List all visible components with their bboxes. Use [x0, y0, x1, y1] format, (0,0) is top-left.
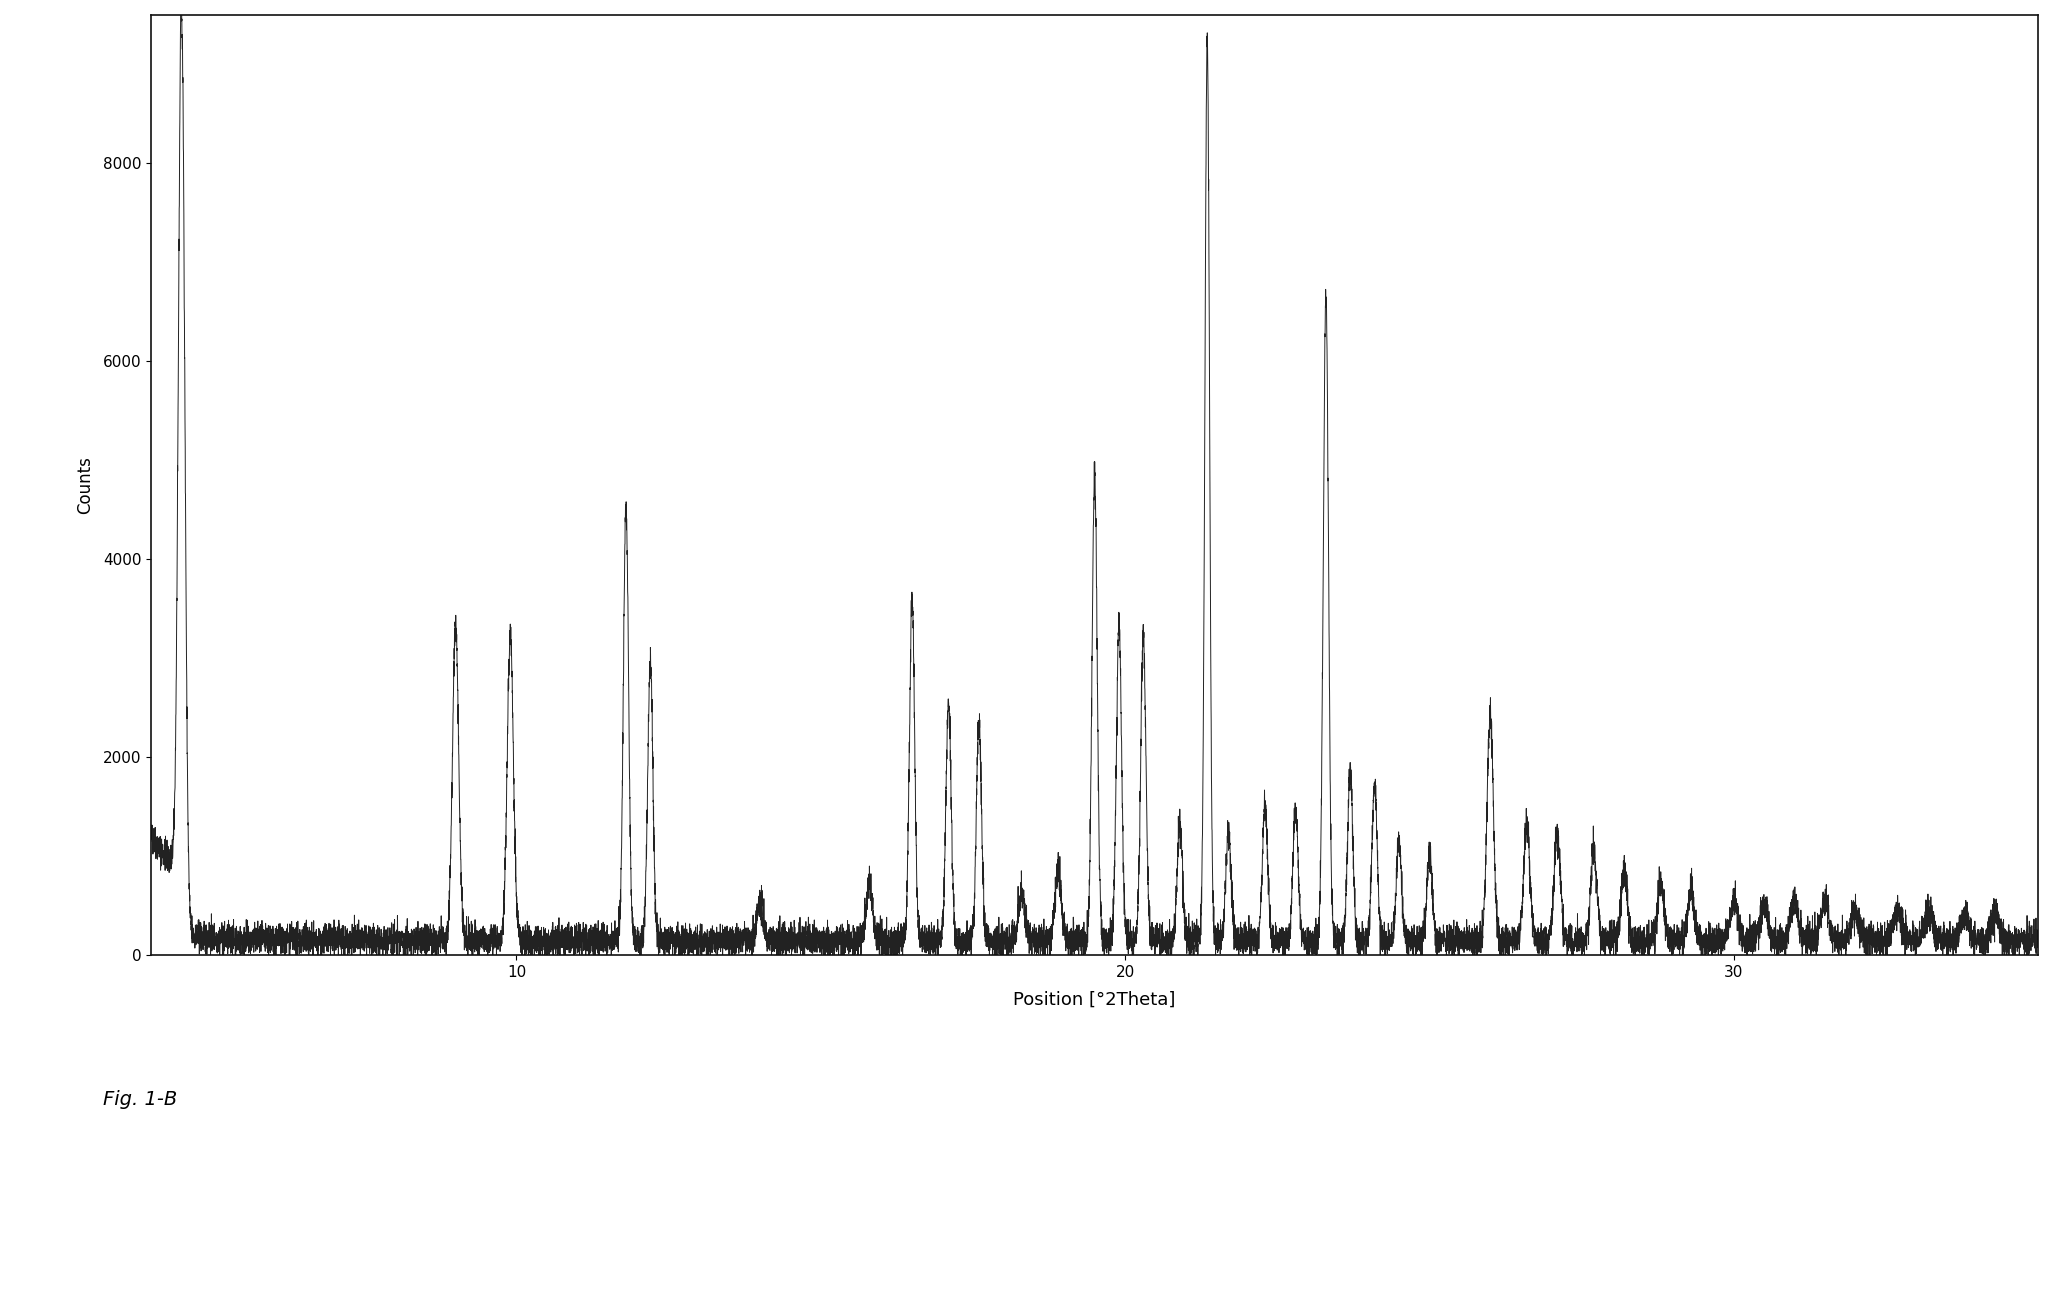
X-axis label: Position [°2Theta]: Position [°2Theta] — [1014, 991, 1176, 1010]
Y-axis label: Counts: Counts — [76, 456, 94, 515]
Text: Fig. 1-B: Fig. 1-B — [103, 1090, 177, 1108]
